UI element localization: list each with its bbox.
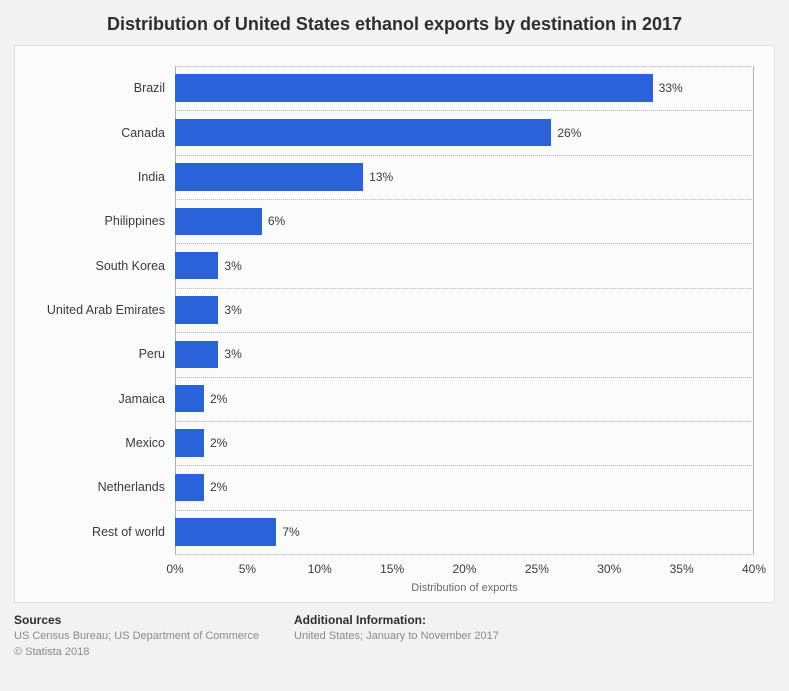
- x-tick-label: 30%: [597, 562, 621, 576]
- bar: [175, 252, 218, 280]
- x-tick-label: 25%: [525, 562, 549, 576]
- category-label: South Korea: [15, 259, 165, 273]
- category-label: Netherlands: [15, 480, 165, 494]
- category-label: Mexico: [15, 436, 165, 450]
- bar-value-label: 7%: [282, 525, 299, 539]
- bar-row: 33%: [175, 74, 754, 102]
- bar-row: 2%: [175, 429, 754, 457]
- sources-heading: Sources: [14, 613, 294, 627]
- bar: [175, 208, 262, 236]
- bar-value-label: 3%: [224, 259, 241, 273]
- gridline: [175, 155, 754, 156]
- info-body: United States; January to November 2017: [294, 629, 775, 643]
- chart-area: Brazil 33% Canada 26% India 13% Philippines 6% S…: [14, 45, 775, 603]
- bar-row: 7%: [175, 518, 754, 546]
- bar-value-label: 33%: [659, 81, 683, 95]
- bar: [175, 119, 551, 147]
- bar-value-label: 2%: [210, 392, 227, 406]
- bar-row: 3%: [175, 252, 754, 280]
- bar-value-label: 2%: [210, 480, 227, 494]
- x-axis-title: Distribution of exports: [411, 582, 517, 594]
- x-tick-label: 5%: [239, 562, 256, 576]
- gridline: [175, 465, 754, 466]
- gridline: [175, 243, 754, 244]
- bar: [175, 385, 204, 413]
- category-label: Peru: [15, 347, 165, 361]
- gridline: [175, 554, 754, 555]
- bar-value-label: 3%: [224, 347, 241, 361]
- category-label: Brazil: [15, 81, 165, 95]
- bar-value-label: 26%: [557, 126, 581, 140]
- bar-value-label: 13%: [369, 170, 393, 184]
- bar: [175, 74, 653, 102]
- bar-row: 3%: [175, 341, 754, 369]
- plot-area: Brazil33%Canada26%India13%Philippines6%S…: [175, 66, 754, 554]
- bar: [175, 341, 218, 369]
- bar: [175, 429, 204, 457]
- sources-body: US Census Bureau; US Department of Comme…: [14, 629, 294, 643]
- bar-row: 3%: [175, 296, 754, 324]
- x-tick-label: 0%: [166, 562, 183, 576]
- x-tick-label: 15%: [380, 562, 404, 576]
- bar: [175, 163, 363, 191]
- bar-value-label: 3%: [224, 303, 241, 317]
- x-tick-label: 35%: [670, 562, 694, 576]
- bar: [175, 296, 218, 324]
- copyright: © Statista 2018: [14, 645, 294, 659]
- category-label: Canada: [15, 126, 165, 140]
- gridline: [175, 110, 754, 111]
- x-tick-label: 20%: [452, 562, 476, 576]
- gridline: [175, 421, 754, 422]
- gridline: [175, 377, 754, 378]
- category-label: Philippines: [15, 214, 165, 228]
- gridline: [175, 332, 754, 333]
- bar-row: 26%: [175, 119, 754, 147]
- gridline: [175, 288, 754, 289]
- bar-row: 2%: [175, 385, 754, 413]
- gridline: [175, 510, 754, 511]
- bar: [175, 474, 204, 502]
- category-label: Rest of world: [15, 525, 165, 539]
- bar-value-label: 6%: [268, 214, 285, 228]
- bar-row: 13%: [175, 163, 754, 191]
- info-block: Additional Information: United States; J…: [294, 613, 775, 660]
- gridline: [175, 66, 754, 67]
- chart-footer: Sources US Census Bureau; US Department …: [14, 613, 775, 660]
- category-label: United Arab Emirates: [15, 303, 165, 317]
- info-heading: Additional Information:: [294, 613, 775, 627]
- x-tick-label: 10%: [308, 562, 332, 576]
- bar: [175, 518, 276, 546]
- bar-row: 2%: [175, 474, 754, 502]
- category-label: Jamaica: [15, 392, 165, 406]
- gridline: [175, 199, 754, 200]
- category-label: India: [15, 170, 165, 184]
- chart-title: Distribution of United States ethanol ex…: [14, 14, 775, 35]
- bar-row: 6%: [175, 208, 754, 236]
- x-tick-label: 40%: [742, 562, 766, 576]
- bar-value-label: 2%: [210, 436, 227, 450]
- chart-container: Distribution of United States ethanol ex…: [0, 0, 789, 691]
- sources-block: Sources US Census Bureau; US Department …: [14, 613, 294, 660]
